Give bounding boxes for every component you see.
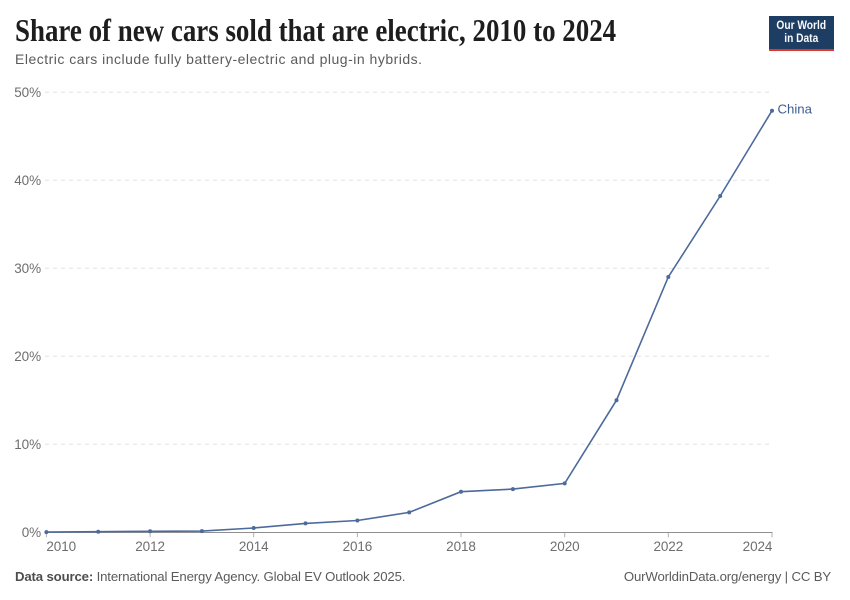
svg-text:20%: 20% — [14, 349, 41, 364]
svg-text:2014: 2014 — [239, 539, 269, 554]
svg-text:2012: 2012 — [135, 539, 165, 554]
svg-text:2020: 2020 — [550, 539, 580, 554]
svg-text:2022: 2022 — [653, 539, 683, 554]
svg-text:30%: 30% — [14, 261, 41, 276]
svg-text:2024: 2024 — [743, 539, 773, 554]
svg-text:50%: 50% — [14, 85, 41, 100]
svg-text:2018: 2018 — [446, 539, 476, 554]
svg-text:10%: 10% — [14, 437, 41, 452]
svg-text:2016: 2016 — [343, 539, 373, 554]
svg-text:40%: 40% — [14, 173, 41, 188]
svg-text:0%: 0% — [22, 525, 41, 540]
svg-text:2010: 2010 — [46, 539, 76, 554]
svg-text:China: China — [778, 102, 813, 117]
